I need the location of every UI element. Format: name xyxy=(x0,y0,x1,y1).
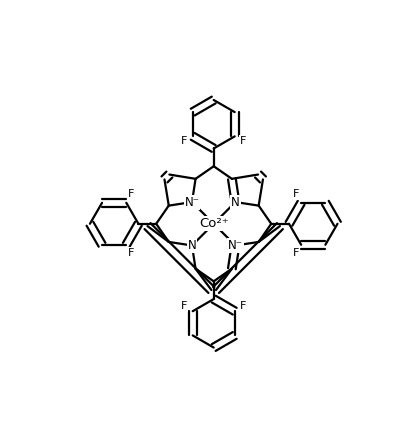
Text: N⁻: N⁻ xyxy=(228,239,243,252)
Text: F: F xyxy=(293,248,299,258)
Text: F: F xyxy=(293,189,299,199)
Text: F: F xyxy=(181,136,188,146)
Text: N⁻: N⁻ xyxy=(184,195,199,208)
Text: F: F xyxy=(128,248,134,258)
Text: Co²⁺: Co²⁺ xyxy=(199,217,229,230)
Text: N: N xyxy=(231,195,240,208)
Text: F: F xyxy=(240,301,246,311)
Text: N: N xyxy=(188,239,196,252)
Text: F: F xyxy=(240,136,246,146)
Text: F: F xyxy=(181,301,188,311)
Text: F: F xyxy=(128,189,134,199)
